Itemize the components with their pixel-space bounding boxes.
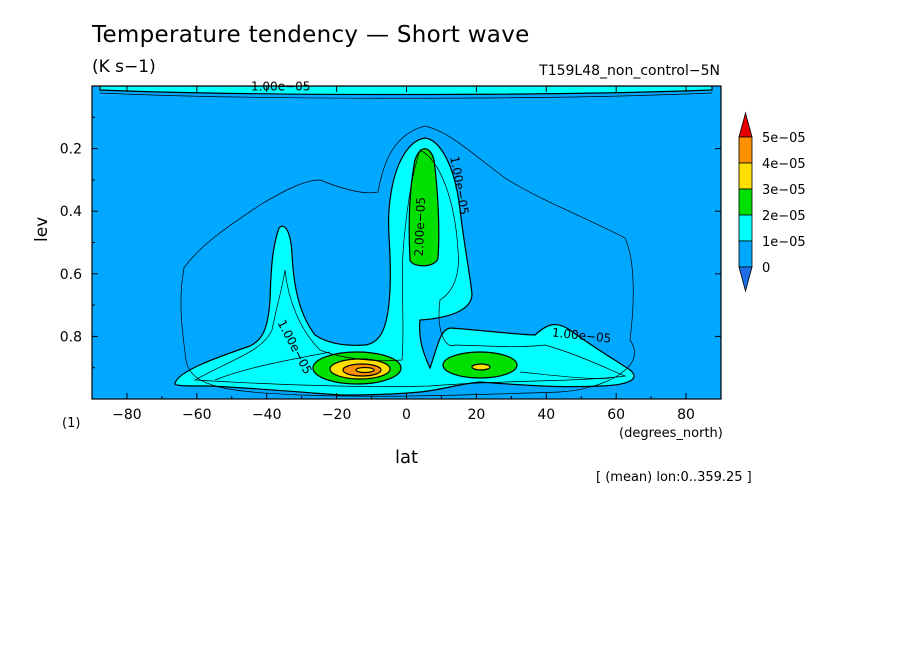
- x-tick-label: 40: [537, 407, 555, 423]
- field-level-2-tower: [408, 148, 440, 267]
- contour-label: 1.00e−05: [551, 325, 612, 345]
- contour-lower-right: [519, 371, 611, 379]
- chart-units: (K s−1): [92, 57, 156, 77]
- x-tick-label: 80: [677, 407, 695, 423]
- colorbar-extend-top: [738, 111, 753, 138]
- x-tick-label: −60: [182, 407, 212, 423]
- colorbar-label: 3e−05: [762, 183, 806, 198]
- colorbar-label: 4e−05: [762, 157, 806, 172]
- x-tick-label: 0: [402, 407, 411, 423]
- contour-lower-left: [214, 351, 331, 381]
- contour-inner-1: [193, 149, 627, 387]
- colorbar-band: [738, 214, 753, 242]
- x-axis-label: lat: [395, 447, 419, 468]
- contour-label: 1.00e−05: [251, 80, 310, 94]
- mean-subtitle: [ (mean) lon:0..359.25 ]: [596, 470, 752, 485]
- field-level-3-north: [471, 363, 491, 371]
- y-tick-label: 0.8: [60, 329, 82, 345]
- colorbar-band: [738, 240, 753, 268]
- colorbar-extend-bottom: [738, 266, 753, 293]
- x-tick-label: −80: [112, 407, 142, 423]
- x-tick-label: −20: [322, 407, 352, 423]
- contour-top-line: [99, 92, 713, 99]
- y-tick-label: 0.2: [60, 142, 82, 158]
- x-tick-label: 20: [467, 407, 485, 423]
- colorbar-band: [738, 188, 753, 216]
- chart-title: Temperature tendency — Short wave: [92, 22, 530, 48]
- colorbar-label: 0: [762, 261, 770, 276]
- field-level-4-inner: [355, 366, 375, 374]
- colorbar-label: 2e−05: [762, 209, 806, 224]
- y-tick-label: 0.4: [60, 204, 82, 220]
- colorbar-label: 5e−05: [762, 131, 806, 146]
- colorbar-band: [738, 136, 753, 164]
- contour-outer: [180, 125, 635, 397]
- y-axis-units: (1): [62, 416, 81, 431]
- x-axis-units: (degrees_north): [619, 426, 723, 441]
- colorbar-band: [738, 162, 753, 190]
- colorbar-label: 1e−05: [762, 235, 806, 250]
- x-tick-label: −40: [252, 407, 282, 423]
- run-label: T159L48_non_control−5N: [539, 63, 720, 79]
- contour-label: 2.00e−05: [412, 197, 428, 257]
- x-tick-label: 60: [607, 407, 625, 423]
- y-tick-label: 0.6: [60, 267, 82, 283]
